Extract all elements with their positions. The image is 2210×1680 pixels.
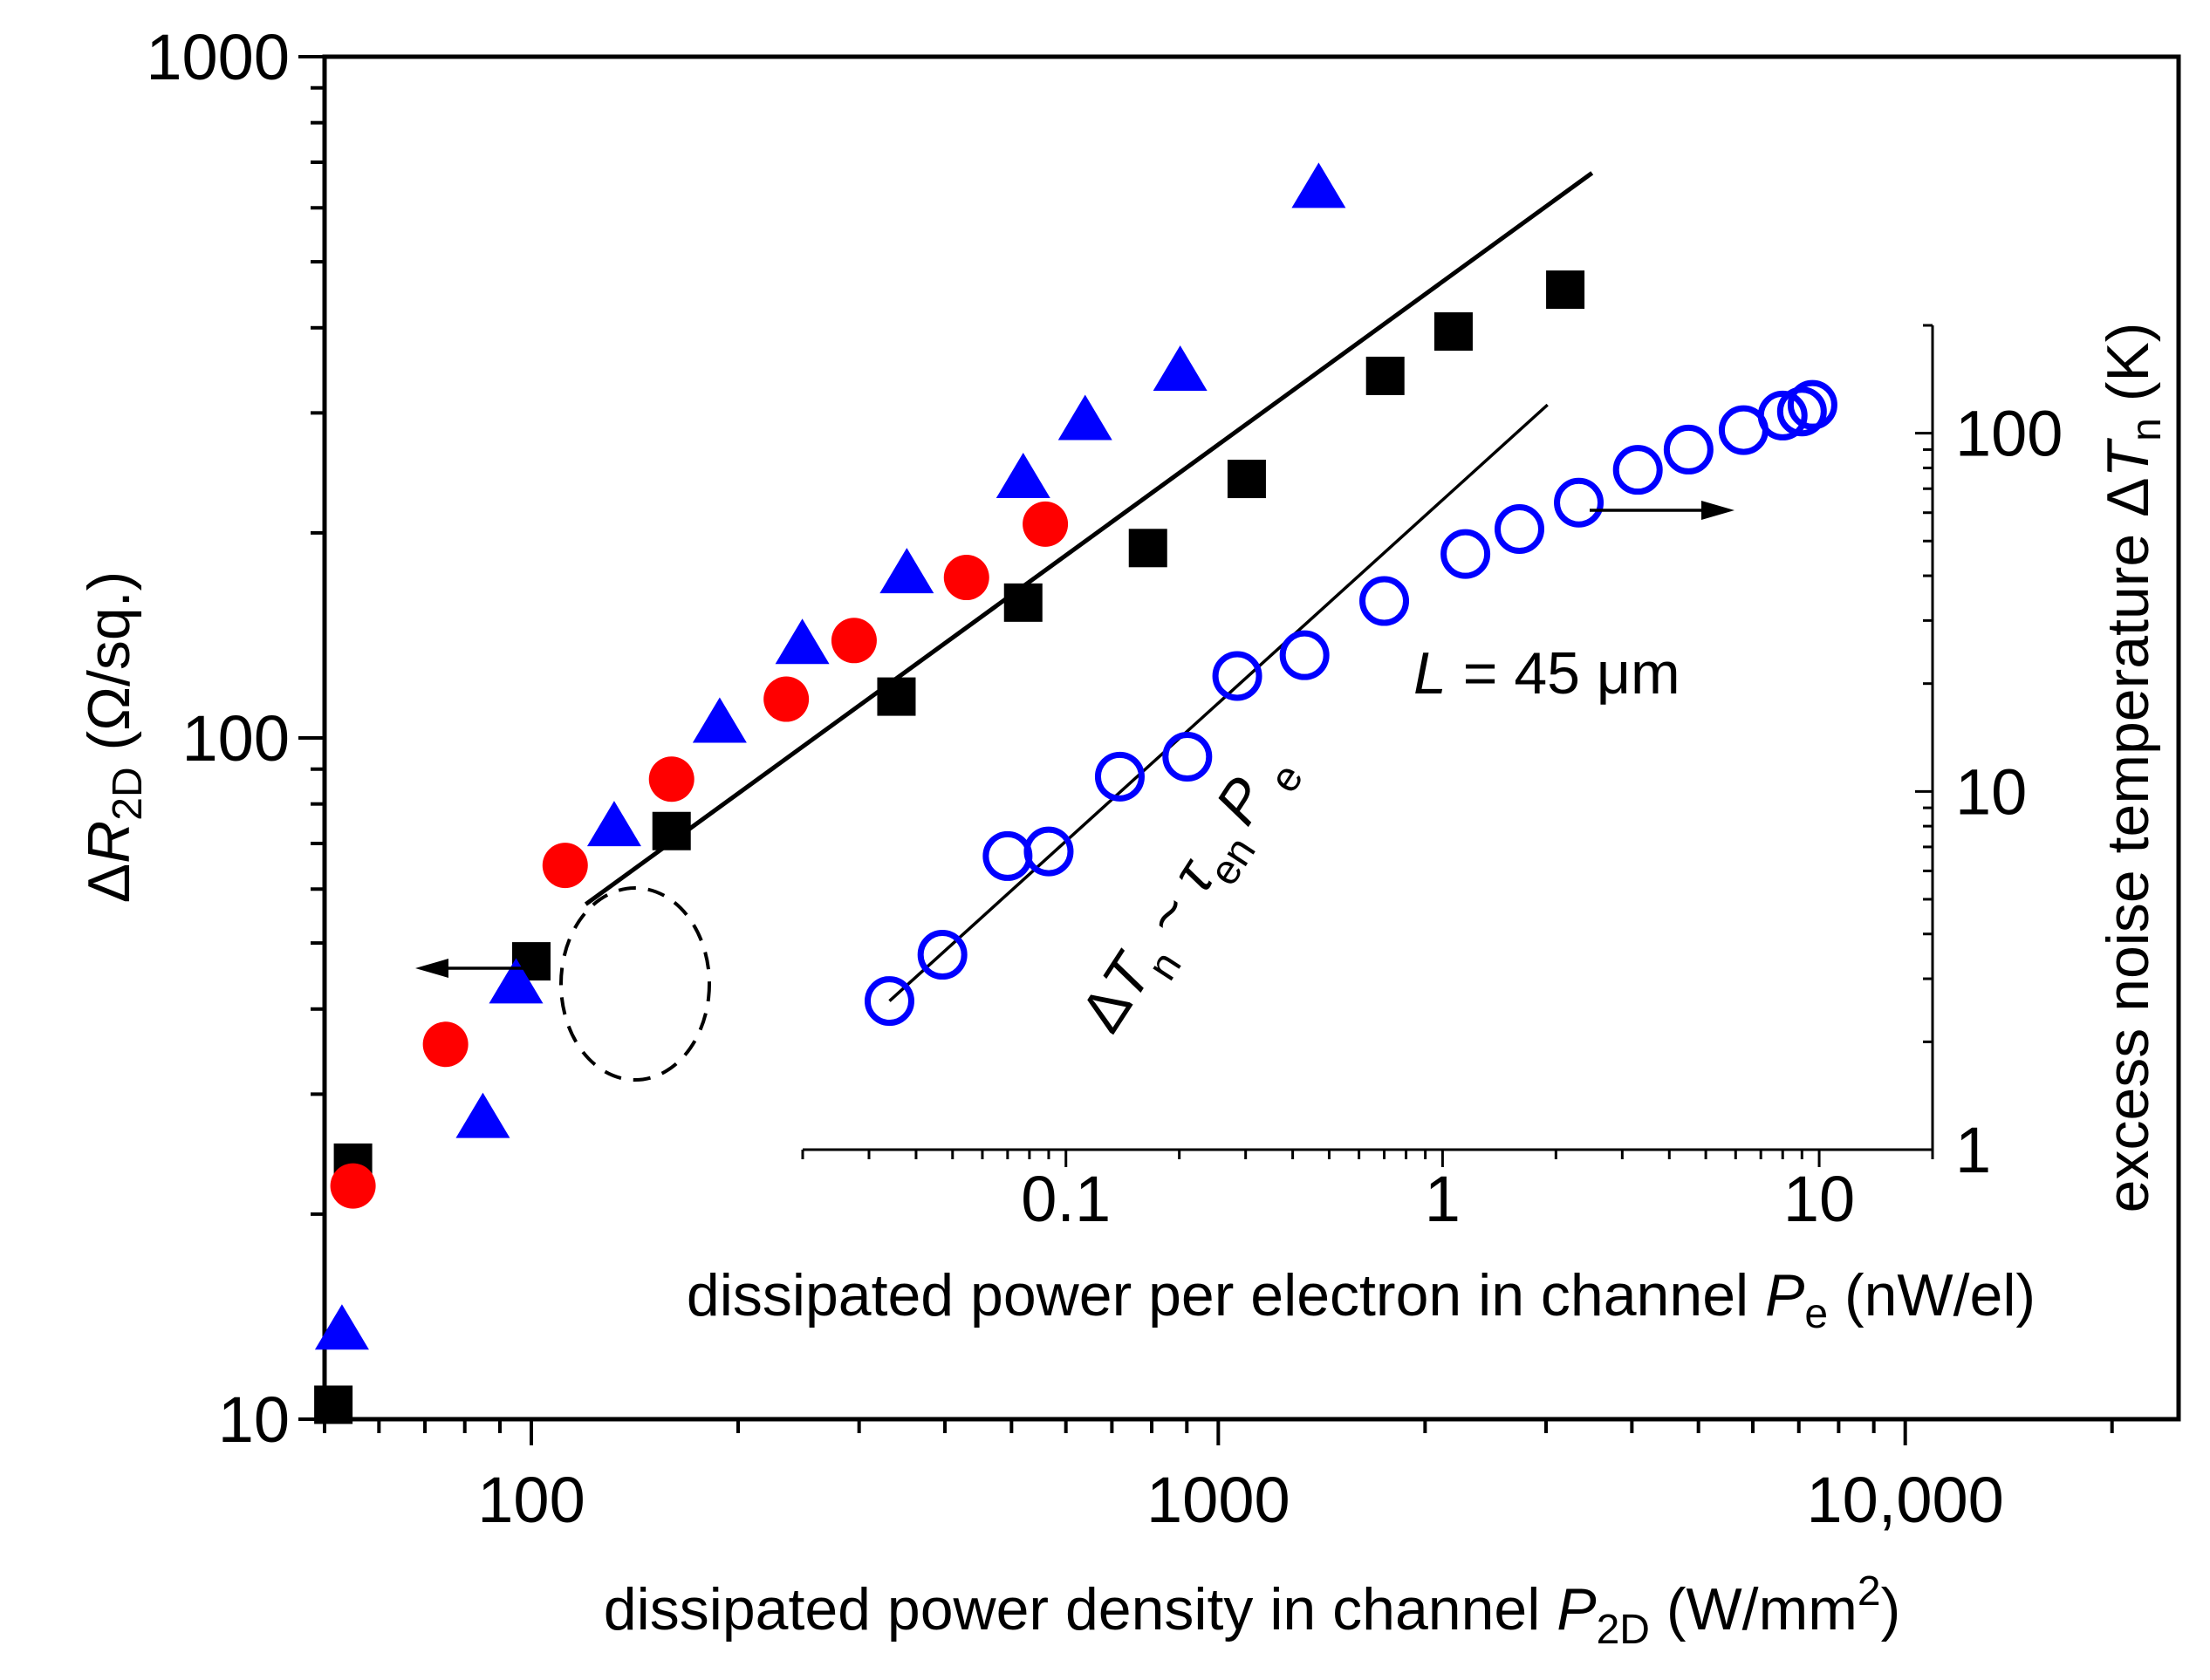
main-x-axis-label: dissipated power density in channel P2D … (604, 1568, 1900, 1653)
square-point (1003, 583, 1043, 622)
open-circle-point (1495, 504, 1545, 555)
square-point (1227, 460, 1266, 499)
open-circle-point (1023, 826, 1074, 877)
triangle-point (692, 697, 747, 743)
triangle-point (586, 801, 641, 847)
main-x-tick-label: 10,000 (1807, 1464, 2004, 1536)
open-circle-point (1212, 651, 1262, 701)
square-point (1546, 270, 1585, 310)
inset-x-tick-label: 1 (1425, 1163, 1461, 1235)
main-y-tick-label: 1000 (146, 21, 290, 93)
square-point (652, 811, 691, 850)
main-plot-frame (322, 54, 2181, 1422)
red-circle-point (542, 843, 588, 889)
inset-y-tick-label: 10 (1955, 755, 2027, 828)
open-circle-point (1440, 529, 1491, 579)
inset-x-ticks: 0.1 1 10 (801, 1150, 1934, 1235)
open-circle-point (1663, 424, 1714, 475)
open-circle-point (1776, 386, 1827, 437)
triangle-point (455, 1092, 510, 1138)
triangle-point (314, 1304, 369, 1350)
triangle-point (1153, 345, 1208, 391)
red-circle-point (1023, 501, 1069, 547)
square-point (877, 677, 916, 716)
triangle-point (996, 453, 1050, 499)
square-point (1433, 312, 1473, 352)
main-fit-line (584, 171, 1594, 906)
triangle-point (879, 548, 934, 594)
open-circle-point (1359, 576, 1410, 626)
inset-x-tick-label: 0.1 (1021, 1163, 1111, 1235)
red-circle-point (330, 1163, 376, 1209)
inset-y-tick-label: 1 (1955, 1114, 1991, 1186)
inset-x-axis-label: dissipated power per electron in channel… (687, 1262, 2036, 1337)
open-circle-point (982, 830, 1033, 881)
inset-y-axis-label: excess noise temperature ΔTn (K) (2095, 323, 2170, 1213)
main-y-tick-label: 100 (182, 702, 290, 775)
open-circle-point (1162, 732, 1213, 782)
red-circle-point (648, 756, 694, 802)
red-circle-point (943, 555, 989, 601)
dashed-group-circle (559, 886, 711, 1082)
open-circle-point (1094, 751, 1145, 802)
main-x-tick-label: 1000 (1146, 1464, 1290, 1536)
inset-x-tick-label: 10 (1783, 1163, 1855, 1235)
main-y-ticks: 10 100 1000 (146, 21, 325, 1456)
main-y-axis-label: ΔR2D (Ω/sq.) (76, 571, 151, 904)
open-circle-point (1279, 630, 1330, 680)
red-circle-point (422, 1021, 469, 1068)
red-circle-point (763, 676, 810, 722)
length-label: L = 45 μm (1413, 640, 1680, 707)
right-arrow-icon (1701, 501, 1734, 520)
inset-y-tick-label: 100 (1955, 398, 2063, 470)
left-arrow-icon (415, 959, 448, 978)
main-x-ticks: 100 1000 10,000 (323, 1419, 2114, 1536)
triangle-point (1057, 394, 1112, 440)
triangle-point (1291, 162, 1346, 208)
inset-y-ticks: 1 10 100 (1915, 324, 2063, 1186)
triangle-point (489, 958, 544, 1004)
open-circle-point (1757, 390, 1808, 440)
inset-data-points (864, 379, 1837, 1027)
triangle-point (775, 618, 830, 665)
open-circle-point (1787, 379, 1837, 430)
scaling-law-label: ΔTn ~ τenPe (1068, 736, 1312, 1052)
open-circle-point (1612, 445, 1663, 495)
square-point (1365, 356, 1405, 395)
red-circle-point (831, 618, 877, 664)
square-point (314, 1385, 353, 1424)
main-data-points (314, 162, 1585, 1424)
open-circle-point (864, 976, 914, 1027)
open-circle-point (1554, 477, 1604, 528)
inset-fit-line (888, 403, 1549, 1002)
square-point (1128, 529, 1167, 568)
main-x-tick-label: 100 (477, 1464, 585, 1536)
open-circle-point (917, 930, 968, 980)
main-y-tick-label: 10 (218, 1383, 290, 1456)
